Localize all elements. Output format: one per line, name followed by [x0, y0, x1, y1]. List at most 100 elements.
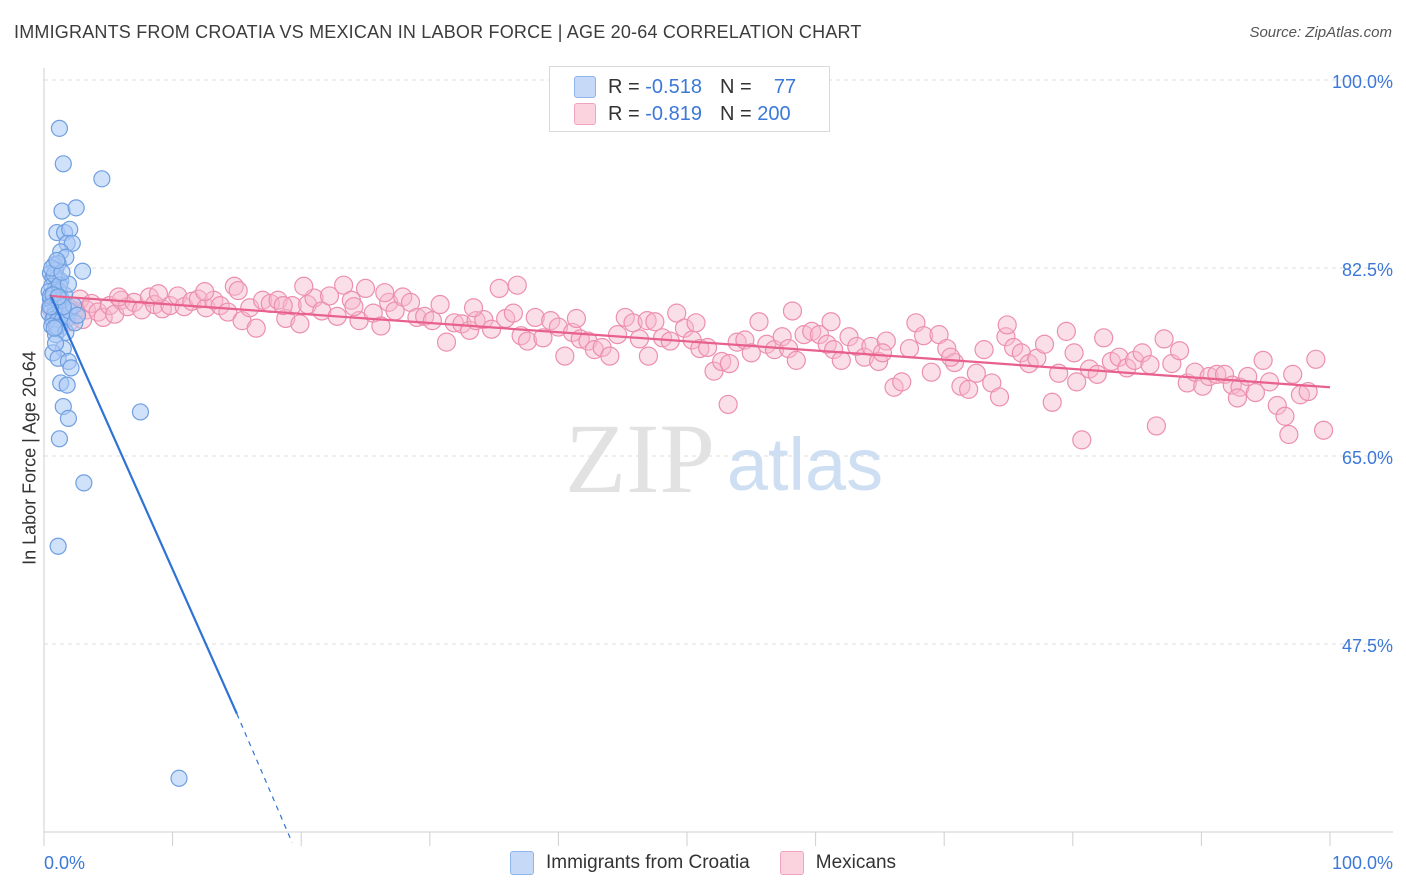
data-point-croatia: [53, 202, 71, 220]
legend-label-mexicans: Mexicans: [815, 852, 897, 873]
data-point-mexicans: [1094, 328, 1114, 348]
data-point-croatia: [170, 769, 188, 787]
data-point-mexicans: [941, 347, 961, 367]
data-point-mexicans: [1064, 343, 1084, 363]
data-point-mexicans: [914, 326, 934, 346]
data-point-mexicans: [108, 287, 129, 307]
data-point-mexicans: [1072, 430, 1092, 450]
data-point-mexicans: [334, 275, 354, 295]
correlation-legend: R = -0.518 N = 77 R = -0.819 N = 200: [549, 66, 830, 132]
trend-line-croatia-extension: [236, 713, 293, 843]
data-point-mexicans: [712, 351, 732, 372]
data-point-mexicans: [444, 313, 464, 333]
data-point-mexicans: [371, 316, 391, 336]
data-point-mexicans: [600, 346, 620, 366]
legend-row-croatia: R = -0.518 N = 77: [574, 74, 796, 100]
data-point-mexicans: [517, 331, 538, 351]
data-point-mexicans: [228, 280, 248, 301]
series-legend: Immigrants from Croatia Mexicans: [0, 851, 1406, 875]
data-point-mexicans: [686, 313, 706, 333]
data-point-croatia: [50, 119, 69, 137]
data-point-mexicans: [436, 332, 457, 352]
data-point-mexicans: [1146, 416, 1166, 436]
data-point-mexicans: [1275, 406, 1295, 426]
data-point-mexicans: [1140, 355, 1160, 375]
data-point-mexicans: [481, 319, 502, 339]
data-point-mexicans: [951, 376, 971, 396]
data-point-mexicans: [690, 338, 710, 359]
data-point-croatia: [67, 199, 85, 217]
data-point-croatia: [58, 376, 76, 394]
data-point-mexicans: [831, 350, 851, 370]
data-point-mexicans: [1267, 395, 1287, 416]
legend-n-label: N =: [719, 102, 752, 125]
data-point-mexicans: [1313, 420, 1334, 440]
data-point-mexicans: [511, 326, 531, 346]
trend-line-croatia: [49, 294, 238, 715]
legend-swatch-mexicans-bottom: [779, 851, 804, 875]
trend-line-mexicans: [50, 294, 1331, 389]
data-point-mexicans: [355, 278, 376, 299]
data-point-mexicans: [1245, 383, 1266, 403]
data-point-mexicans: [638, 346, 659, 366]
axes: [43, 68, 1393, 846]
data-point-mexicans: [607, 325, 628, 345]
data-point-mexicans: [959, 379, 979, 399]
watermark: ZIP atlas: [565, 403, 883, 514]
legend-swatch-mexicans: [574, 103, 596, 125]
data-point-mexicans: [1067, 372, 1087, 392]
data-point-mexicans: [1199, 366, 1219, 387]
data-point-croatia: [62, 359, 80, 377]
legend-swatch-croatia: [574, 76, 596, 98]
data-point-mexicans: [290, 314, 310, 334]
data-point-mexicans: [533, 328, 553, 348]
data-point-mexicans: [93, 307, 113, 328]
data-point-mexicans: [319, 286, 340, 306]
legend-item-mexicans[interactable]: Mexicans: [779, 851, 897, 875]
legend-n-label: N =: [719, 75, 752, 98]
data-point-mexicans: [1132, 343, 1152, 363]
data-point-mexicans: [1283, 364, 1303, 384]
legend-n-value-croatia: 77: [773, 75, 797, 98]
data-point-mexicans: [525, 307, 545, 328]
data-point-croatia: [49, 537, 67, 555]
data-point-mexicans: [839, 327, 859, 347]
data-point-mexicans: [645, 312, 665, 332]
data-point-mexicans: [719, 354, 740, 374]
data-point-mexicans: [253, 290, 273, 310]
data-point-croatia: [46, 334, 65, 352]
data-point-mexicans: [88, 302, 108, 322]
data-point-mexicans: [1042, 392, 1062, 412]
series-croatia: [40, 119, 188, 787]
data-point-croatia: [68, 306, 87, 324]
data-point-mexicans: [375, 283, 395, 303]
data-point-mexicans: [1253, 350, 1273, 370]
data-point-mexicans: [872, 343, 893, 363]
data-point-croatia: [75, 474, 93, 492]
data-point-croatia: [63, 234, 81, 252]
legend-swatch-croatia-bottom: [509, 851, 534, 875]
legend-item-croatia[interactable]: Immigrants from Croatia: [509, 851, 750, 875]
data-point-croatia: [48, 251, 66, 270]
source-credit: Source: ZipAtlas.com: [1249, 24, 1392, 41]
legend-r-label: R =: [608, 102, 640, 125]
x-tick-label: 0.0%: [44, 853, 85, 873]
data-point-mexicans: [674, 318, 695, 338]
data-point-mexicans: [794, 325, 814, 345]
data-point-mexicans: [944, 352, 965, 373]
legend-r-value-mexicans: -0.819: [645, 102, 702, 125]
data-point-mexicans: [824, 340, 844, 360]
data-point-mexicans: [507, 275, 527, 295]
data-point-croatia: [45, 319, 63, 337]
data-point-mexicans: [566, 308, 587, 329]
data-point-mexicans: [344, 297, 364, 317]
data-point-mexicans: [422, 311, 442, 331]
data-point-croatia: [131, 403, 150, 421]
legend-row-mexicans: R = -0.819 N = 200: [574, 101, 791, 127]
data-point-mexicans: [1109, 347, 1129, 367]
data-point-mexicans: [899, 338, 920, 359]
data-point-mexicans: [817, 334, 837, 354]
data-point-mexicans: [273, 296, 293, 316]
data-point-mexicans: [718, 394, 738, 415]
